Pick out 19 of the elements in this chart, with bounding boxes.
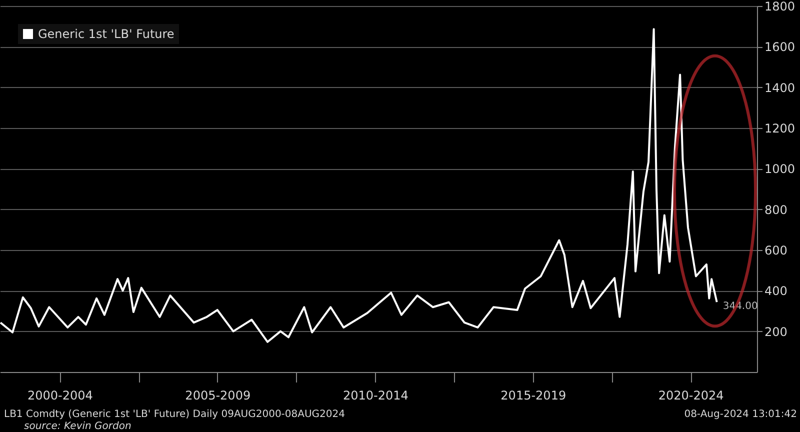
- x-tick-label: 2005-2009: [185, 388, 251, 402]
- text: 08-Aug-2024 13:01:42: [684, 409, 797, 420]
- y-tick-label: 600: [764, 244, 788, 258]
- y-tick-label: 800: [764, 202, 788, 217]
- legend-label: Generic 1st 'LB' Future: [38, 27, 174, 41]
- x-tick-label: 2020-2024: [658, 388, 724, 402]
- x-tick-label: 2000-2004: [27, 388, 93, 402]
- y-tick-label: 400: [764, 284, 788, 298]
- y-tick-label: 1200: [764, 122, 796, 136]
- line-series: [0, 28, 718, 343]
- y-tick-label: 1400: [764, 80, 796, 95]
- y-tick-label: 200: [764, 324, 788, 339]
- source-note: source: Kevin Gordon: [24, 421, 132, 432]
- y-tick-label: 1000: [764, 162, 796, 176]
- text: LB1 Comdty (Generic 1st 'LB' Future) Daily 09AUG2000-08AUG2024: [4, 409, 346, 420]
- y-tick-label: 1800: [764, 0, 796, 14]
- x-tick-label: 2010-2014: [342, 388, 408, 402]
- x-tick-label: 2015-2019: [500, 388, 566, 402]
- y-tick-label: 1600: [764, 40, 796, 54]
